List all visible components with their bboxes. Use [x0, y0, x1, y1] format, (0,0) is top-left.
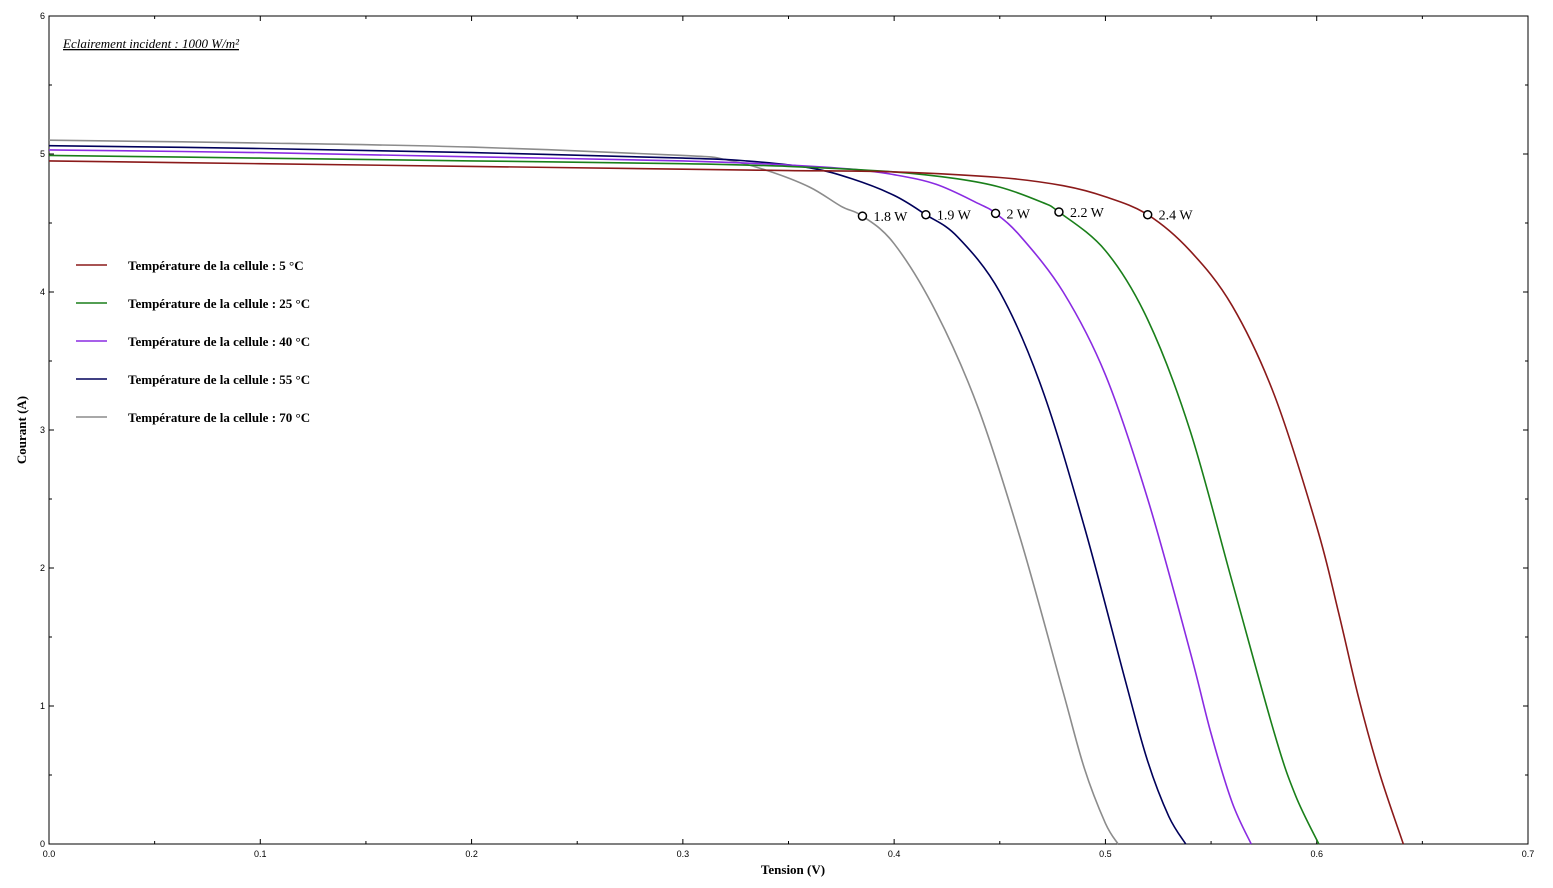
x-axis-title: Tension (V): [761, 862, 825, 877]
y-tick-label: 6: [40, 11, 45, 21]
mpp-marker: [1142, 209, 1153, 220]
x-tick-label: 0.7: [1522, 849, 1535, 859]
legend-label: Température de la cellule : 55 °C: [128, 372, 310, 387]
y-tick-label: 5: [40, 149, 45, 159]
note-label: Eclairement incident : 1000 W/m²: [62, 36, 240, 51]
x-tick-label: 0.3: [677, 849, 690, 859]
series-line: [48, 139, 1119, 845]
y-tick-labels: 0 1 2 3 4 5 6: [40, 11, 45, 849]
mpp-label: 2.2 W: [1070, 206, 1105, 221]
y-tick-label: 2: [40, 563, 45, 573]
mpp-marker: [921, 209, 931, 220]
series-line: [48, 149, 1252, 845]
x-tick-label: 0.4: [888, 849, 901, 859]
y-tick-label: 4: [40, 287, 45, 297]
plot-frame: [48, 15, 1529, 845]
x-tick-label: 0.0: [43, 849, 56, 859]
mpp-marker: [857, 211, 868, 221]
series-curves: [48, 139, 1405, 845]
mpp-markers: 2.4 W 2.2 W 2 W 1.9 W 1.8 W: [857, 206, 1194, 225]
x-tick-label: 0.1: [254, 849, 267, 859]
y-tick-label: 0: [40, 839, 45, 849]
legend-label: Température de la cellule : 70 °C: [128, 410, 310, 425]
series-line: [48, 160, 1405, 845]
y-axis-title: Courant (A): [14, 396, 29, 464]
mpp-label: 1.9 W: [937, 209, 972, 224]
mpp-label: 2 W: [1007, 207, 1031, 222]
legend: Température de la cellule : 5 °C Températ…: [76, 258, 310, 425]
legend-label: Température de la cellule : 5 °C: [128, 258, 304, 273]
mpp-label: 1.8 W: [873, 210, 908, 225]
legend-label: Température de la cellule : 25 °C: [128, 296, 310, 311]
y-tick-label: 3: [40, 425, 45, 435]
x-tick-label: 0.5: [1099, 849, 1112, 859]
legend-label: Température de la cellule : 40 °C: [128, 334, 310, 349]
series-line: [48, 144, 1187, 845]
mpp-label: 2.4 W: [1159, 209, 1194, 224]
mpp-marker: [990, 208, 1001, 219]
x-tick-label: 0.2: [465, 849, 478, 859]
x-tick-labels: 0.0 0.1 0.2 0.3 0.4 0.5 0.6 0.7: [43, 849, 1535, 859]
series-line: [48, 154, 1320, 845]
mpp-marker: [1054, 207, 1064, 217]
y-tick-label: 1: [40, 701, 45, 711]
x-tick-label: 0.6: [1310, 849, 1323, 859]
